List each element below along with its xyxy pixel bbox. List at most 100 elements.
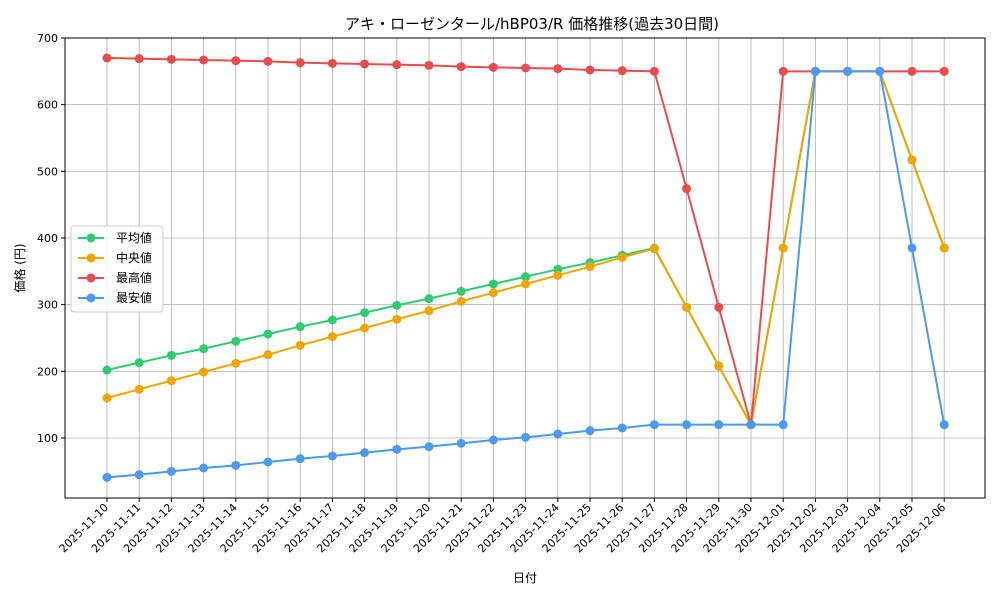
legend-marker	[86, 273, 96, 283]
y-tick-label: 300	[37, 299, 58, 312]
chart-title: アキ・ローゼンタール/hBP03/R 価格推移(過去30日間)	[345, 15, 719, 33]
data-point	[617, 252, 627, 262]
legend-label: 最高値	[116, 270, 152, 285]
data-point	[102, 393, 112, 403]
data-point	[488, 62, 498, 72]
data-point	[617, 66, 627, 76]
data-point	[295, 58, 305, 68]
data-point	[778, 66, 788, 76]
data-point	[295, 454, 305, 464]
data-point	[295, 322, 305, 332]
legend-marker	[86, 233, 96, 243]
data-point	[134, 358, 144, 368]
y-axis-label: 価格 (円)	[12, 243, 27, 292]
legend-box	[70, 225, 164, 313]
data-point	[199, 367, 209, 377]
data-point	[199, 344, 209, 354]
data-point	[617, 423, 627, 433]
data-point	[585, 262, 595, 272]
data-point	[649, 244, 659, 254]
data-point	[134, 470, 144, 480]
data-point	[295, 340, 305, 350]
data-point	[939, 243, 949, 253]
data-point	[327, 451, 337, 461]
data-point	[134, 54, 144, 64]
legend-label: 平均値	[116, 230, 152, 245]
data-point	[392, 300, 402, 310]
data-point	[327, 332, 337, 342]
data-point	[166, 466, 176, 476]
data-point	[875, 66, 885, 76]
series-4	[102, 66, 949, 482]
data-point	[424, 294, 434, 304]
data-point	[488, 435, 498, 445]
series-layer	[102, 53, 949, 482]
data-point	[521, 272, 531, 282]
data-point	[199, 55, 209, 65]
data-point	[231, 336, 241, 346]
data-point	[714, 361, 724, 371]
data-point	[585, 65, 595, 75]
legend-marker	[86, 293, 96, 303]
data-point	[649, 420, 659, 430]
grid-lines	[65, 37, 985, 498]
legend-entry: 中央値	[78, 250, 152, 265]
data-point	[907, 66, 917, 76]
data-point	[392, 314, 402, 324]
legend-label: 中央値	[116, 250, 152, 265]
data-point	[456, 438, 466, 448]
data-point	[360, 323, 370, 333]
data-point	[327, 315, 337, 325]
data-point	[102, 53, 112, 63]
legend-entry: 最高値	[78, 270, 152, 285]
y-tick-label: 200	[37, 365, 58, 378]
data-point	[939, 420, 949, 430]
data-point	[521, 63, 531, 73]
data-point	[553, 270, 563, 280]
data-point	[392, 444, 402, 454]
data-point	[810, 66, 820, 76]
data-point	[488, 279, 498, 289]
data-point	[778, 243, 788, 253]
data-point	[456, 62, 466, 72]
data-point	[939, 66, 949, 76]
data-point	[553, 64, 563, 74]
data-point	[263, 457, 273, 467]
data-point	[392, 60, 402, 70]
data-point	[521, 279, 531, 289]
data-point	[166, 350, 176, 360]
y-tick-label: 700	[37, 32, 58, 45]
data-point	[327, 58, 337, 68]
data-point	[907, 155, 917, 165]
data-point	[360, 59, 370, 69]
data-point	[424, 442, 434, 452]
data-point	[649, 66, 659, 76]
data-point	[424, 306, 434, 316]
data-point	[521, 432, 531, 442]
data-point	[263, 329, 273, 339]
y-tick-label: 600	[37, 99, 58, 112]
data-point	[456, 286, 466, 296]
data-point	[102, 472, 112, 482]
data-point	[843, 66, 853, 76]
x-axis-label: 日付	[513, 571, 537, 585]
data-point	[553, 429, 563, 439]
y-tick-label: 100	[37, 432, 58, 445]
data-point	[778, 420, 788, 430]
data-point	[263, 350, 273, 360]
data-point	[682, 302, 692, 312]
data-point	[166, 376, 176, 386]
legend-entry: 平均値	[78, 230, 152, 245]
data-point	[682, 420, 692, 430]
y-tick-label: 400	[37, 232, 58, 245]
data-point	[456, 296, 466, 306]
data-point	[682, 184, 692, 194]
y-tick-label: 500	[37, 165, 58, 178]
data-point	[907, 243, 917, 253]
data-point	[360, 308, 370, 318]
data-point	[102, 365, 112, 375]
data-point	[231, 460, 241, 470]
